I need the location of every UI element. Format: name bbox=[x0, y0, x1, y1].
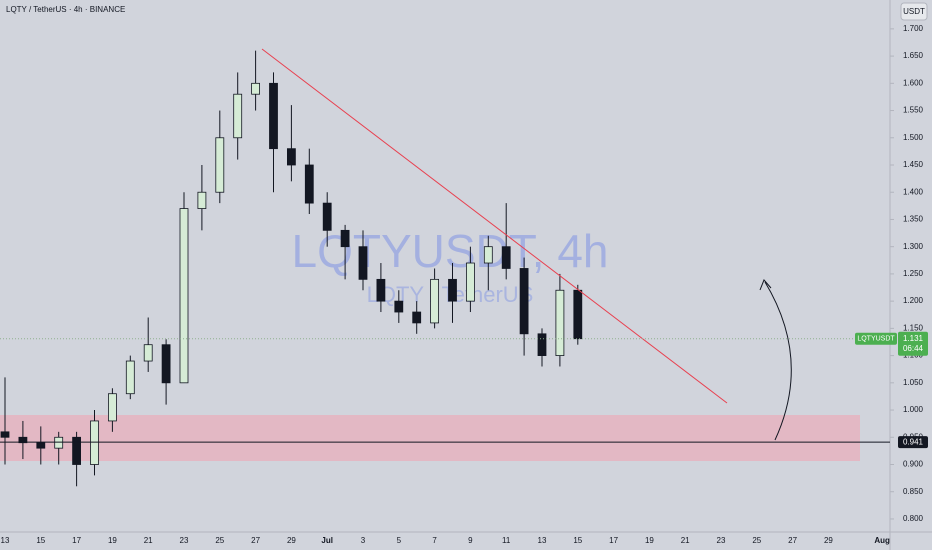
candle-body bbox=[555, 289, 565, 356]
candle-body bbox=[448, 278, 457, 302]
x-tick-label: 15 bbox=[36, 536, 45, 545]
x-tick-label: 7 bbox=[432, 536, 437, 545]
candle-body bbox=[125, 360, 135, 395]
watermark: LQTYUSDT, 4h bbox=[292, 225, 609, 277]
x-tick-label: 21 bbox=[681, 536, 690, 545]
x-tick-label: Aug bbox=[874, 536, 890, 545]
x-tick-label: 11 bbox=[502, 536, 511, 545]
x-tick-label: 19 bbox=[645, 536, 654, 545]
y-tick-label: 1.450 bbox=[903, 160, 924, 169]
y-tick-label: 1.350 bbox=[903, 215, 924, 224]
y-tick-label: 1.200 bbox=[903, 296, 924, 305]
x-tick-label: Jul bbox=[321, 536, 333, 545]
candle-body bbox=[161, 344, 171, 384]
candle-body bbox=[54, 436, 64, 449]
y-tick-label: 1.700 bbox=[903, 24, 924, 33]
y-tick-label: 1.050 bbox=[903, 378, 924, 387]
candle-body bbox=[197, 191, 207, 209]
candle-body bbox=[179, 208, 189, 384]
y-tick-label: 1.300 bbox=[903, 242, 924, 251]
y-tick-label: 0.850 bbox=[903, 487, 924, 496]
candle-body bbox=[108, 393, 117, 422]
support-zone bbox=[0, 415, 860, 461]
x-tick-label: 21 bbox=[144, 536, 153, 545]
x-tick-label: 23 bbox=[717, 536, 726, 545]
trend-line bbox=[261, 48, 728, 404]
y-tick-label: 1.400 bbox=[903, 187, 924, 196]
x-tick-label: 27 bbox=[251, 536, 260, 545]
y-tick-label: 0.800 bbox=[903, 514, 924, 523]
currency-box bbox=[900, 2, 928, 21]
price-tag bbox=[898, 331, 928, 356]
y-tick-label: 1.550 bbox=[903, 106, 924, 115]
x-tick-label: 9 bbox=[468, 536, 473, 545]
x-tick-label: 25 bbox=[215, 536, 224, 545]
arrow bbox=[764, 281, 792, 441]
x-tick-label: 23 bbox=[180, 536, 189, 545]
x-tick-label: 29 bbox=[824, 536, 833, 545]
y-tick-label: 1.500 bbox=[903, 133, 924, 142]
symbol-tag bbox=[855, 332, 897, 345]
currency: USDT bbox=[903, 7, 925, 16]
x-tick-label: 27 bbox=[788, 536, 797, 545]
candle-body bbox=[376, 278, 386, 302]
chart-title: LQTY / TetherUS · 4h · BINANCE bbox=[6, 5, 125, 14]
countdown: 06:44 bbox=[903, 344, 924, 353]
candle-body bbox=[340, 229, 350, 248]
x-tick-label: 13 bbox=[1, 536, 10, 545]
candle-body bbox=[269, 82, 278, 150]
candle-body bbox=[286, 148, 296, 166]
symbol-label: LQTYUSDT bbox=[857, 336, 895, 343]
candle-body bbox=[0, 431, 10, 438]
x-tick-label: 25 bbox=[752, 536, 761, 545]
y-tick-label: 1.650 bbox=[903, 51, 924, 60]
x-tick-label: 3 bbox=[361, 536, 366, 545]
plot bbox=[0, 50, 583, 487]
candle-body bbox=[90, 420, 99, 465]
candle-body bbox=[233, 93, 243, 139]
arrow-head bbox=[759, 279, 772, 291]
candle-body bbox=[322, 202, 332, 231]
x-tick-label: 19 bbox=[108, 536, 117, 545]
candle-body bbox=[304, 164, 314, 204]
y-tick-label: 1.600 bbox=[903, 78, 924, 87]
y-tick-label: 1.250 bbox=[903, 269, 924, 278]
candle-body bbox=[18, 436, 28, 444]
candle-body bbox=[251, 82, 261, 95]
level-label: 0.941 bbox=[903, 437, 924, 446]
candle-body bbox=[143, 344, 153, 362]
candle-body bbox=[465, 262, 475, 302]
x-tick-label: 13 bbox=[538, 536, 547, 545]
candle-body bbox=[394, 300, 404, 313]
last-price-label: 1.131 bbox=[903, 334, 924, 343]
y-tick-label: 1.000 bbox=[903, 405, 924, 414]
y-tick-label: 0.900 bbox=[903, 460, 924, 469]
candle-body bbox=[573, 289, 583, 340]
candle-body bbox=[72, 436, 81, 465]
candle-body bbox=[537, 333, 547, 356]
x-tick-label: 17 bbox=[609, 536, 618, 545]
x-tick-label: 29 bbox=[287, 536, 296, 545]
y-tick-label: 1.150 bbox=[903, 323, 924, 332]
x-tick-label: 5 bbox=[397, 536, 402, 545]
candle-body bbox=[358, 246, 368, 280]
candle-body bbox=[430, 278, 440, 324]
candle-body bbox=[501, 246, 511, 269]
candle-body bbox=[412, 311, 422, 324]
candle-body bbox=[519, 268, 529, 335]
candle-body bbox=[483, 246, 493, 264]
candle-body bbox=[215, 137, 225, 193]
x-tick-label: 15 bbox=[573, 536, 582, 545]
level-tag bbox=[898, 436, 928, 449]
candle-body bbox=[36, 442, 46, 449]
x-tick-label: 17 bbox=[72, 536, 81, 545]
